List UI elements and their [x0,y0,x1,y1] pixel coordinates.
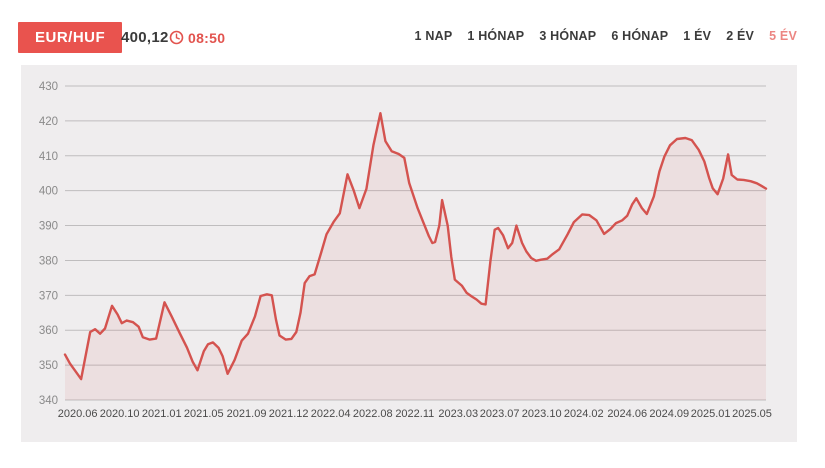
instrument-badge: EUR/HUF [18,22,123,53]
y-tick-label: 380 [39,255,58,267]
tab-5-év[interactable]: 5 ÉV [769,29,797,43]
y-tick-label: 410 [39,151,58,163]
current-price: 400,12 [121,29,169,46]
tab-1-hónap[interactable]: 1 HÓNAP [467,29,525,43]
y-tick-label: 370 [39,290,58,302]
x-tick-label: 2021.01 [142,408,182,420]
y-tick-label: 400 [39,186,58,198]
x-tick-label: 2024.02 [564,408,604,420]
x-tick-label: 2021.05 [184,408,224,420]
y-tick-label: 360 [39,325,58,337]
tab-2-év[interactable]: 2 ÉV [726,29,755,43]
tab-6-hónap[interactable]: 6 HÓNAP [611,29,669,43]
x-tick-label: 2022.11 [395,408,434,420]
tab-1-nap[interactable]: 1 NAP [414,29,453,43]
x-tick-label: 2023.10 [522,408,562,420]
x-tick-label: 2024.06 [607,408,647,420]
y-tick-label: 340 [39,395,58,407]
x-tick-label: 2021.12 [269,408,309,420]
quote-time: 08:50 [188,30,226,46]
x-tick-label: 2020.06 [58,408,98,420]
y-tick-label: 430 [39,81,58,93]
x-tick-label: 2025.01 [691,408,731,420]
y-tick-label: 390 [39,221,58,233]
x-tick-label: 2025.05 [732,408,772,420]
x-tick-label: 2020.10 [100,408,140,420]
chart-panel: 340 350 360 370 380 390 400 410 420 430 2020.06 202… [21,65,797,442]
x-tick-label: 2024.09 [649,408,689,420]
x-tick-label: 2023.03 [438,408,478,420]
quote-header: EUR/HUF 400,12 08:50 1 NAP 1 HÓNAP 3 HÓNAP… [0,0,825,60]
price-area [65,113,766,400]
x-tick-label: 2021.09 [227,408,267,420]
range-tabs: 1 NAP 1 HÓNAP 3 HÓNAP 6 HÓNAP 1 ÉV 2 ÉV 5 ÉV [415,29,797,43]
y-tick-label: 420 [39,116,58,128]
y-tick-label: 350 [39,360,58,372]
clock-icon [169,30,184,45]
tab-3-hónap[interactable]: 3 HÓNAP [539,29,597,43]
price-line [63,112,768,381]
x-tick-label: 2022.04 [311,408,351,420]
x-tick-label: 2022.08 [353,408,393,420]
tab-1-év[interactable]: 1 ÉV [683,29,712,43]
x-tick-label: 2023.07 [480,408,520,420]
